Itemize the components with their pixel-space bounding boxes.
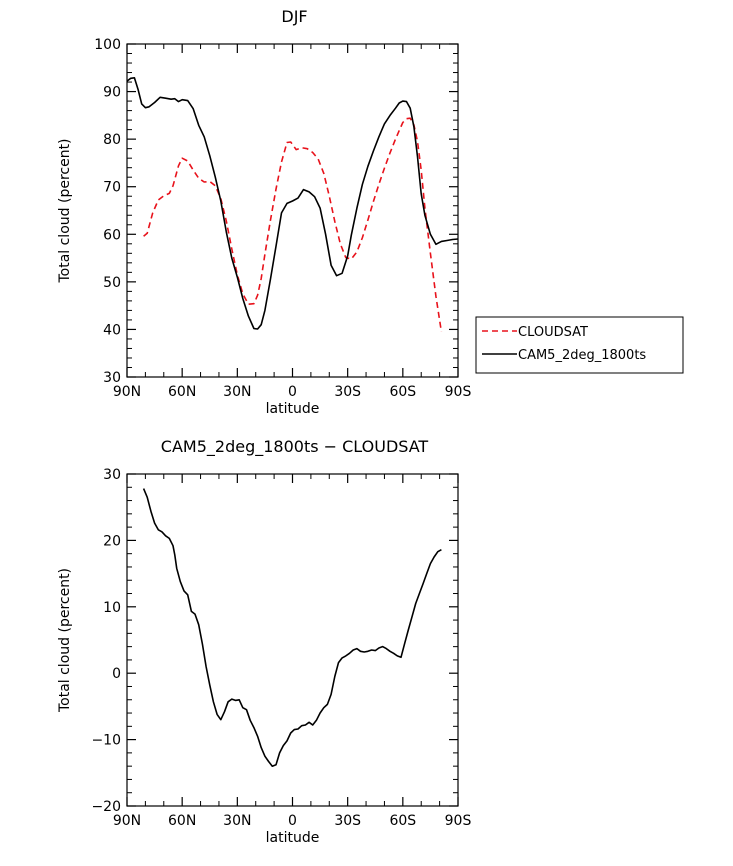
x-axis-title: latitude — [266, 830, 320, 846]
chart-title: CAM5_2deg_1800ts − CLOUDSAT — [161, 437, 429, 457]
x-tick-label: 60S — [389, 813, 416, 829]
y-tick-label: 30 — [103, 370, 121, 386]
y-tick-label: −10 — [91, 733, 121, 749]
x-tick-label: 30S — [334, 813, 361, 829]
y-tick-label: 40 — [103, 322, 121, 338]
plot-frame — [126, 43, 459, 378]
y-tick-label: −20 — [91, 799, 121, 815]
y-tick-label: 0 — [112, 666, 121, 682]
y-tick-label: 20 — [103, 533, 121, 549]
y-tick-label: 10 — [103, 600, 121, 616]
y-tick-label: 70 — [103, 180, 121, 196]
legend: CLOUDSAT CAM5_2deg_1800ts — [475, 316, 684, 374]
series-line-cam5-2deg-1800ts-cloudsat — [142, 488, 442, 768]
legend-box — [475, 316, 684, 374]
y-tick-label: 100 — [94, 37, 121, 53]
y-axis-title: Total cloud (percent) — [57, 568, 73, 713]
x-tick-label: 30S — [334, 384, 361, 400]
x-tick-label: 90N — [113, 384, 141, 400]
y-tick-label: 30 — [103, 467, 121, 483]
x-tick-label: 90S — [445, 813, 472, 829]
y-tick-label: 80 — [103, 132, 121, 148]
plot-frame — [126, 473, 459, 807]
x-tick-label: 60N — [168, 813, 196, 829]
x-tick-label: 60S — [389, 384, 416, 400]
x-tick-label: 60N — [168, 384, 196, 400]
series-line-cam5-2deg-1800ts — [126, 77, 459, 330]
x-tick-label: 90S — [445, 384, 472, 400]
y-tick-label: 60 — [103, 227, 121, 243]
y-tick-label: 50 — [103, 275, 121, 291]
x-tick-label: 0 — [288, 813, 297, 829]
x-tick-label: 0 — [288, 384, 297, 400]
series-line-cloudsat — [143, 117, 443, 332]
legend-label: CLOUDSAT — [518, 325, 588, 340]
chart-title: DJF — [281, 7, 307, 26]
legend-label: CAM5_2deg_1800ts — [518, 348, 646, 363]
x-tick-label: 30N — [223, 384, 251, 400]
y-tick-label: 90 — [103, 85, 121, 101]
x-tick-label: 90N — [113, 813, 141, 829]
x-axis-title: latitude — [266, 401, 320, 417]
y-axis-title: Total cloud (percent) — [57, 138, 73, 283]
x-tick-label: 30N — [223, 813, 251, 829]
